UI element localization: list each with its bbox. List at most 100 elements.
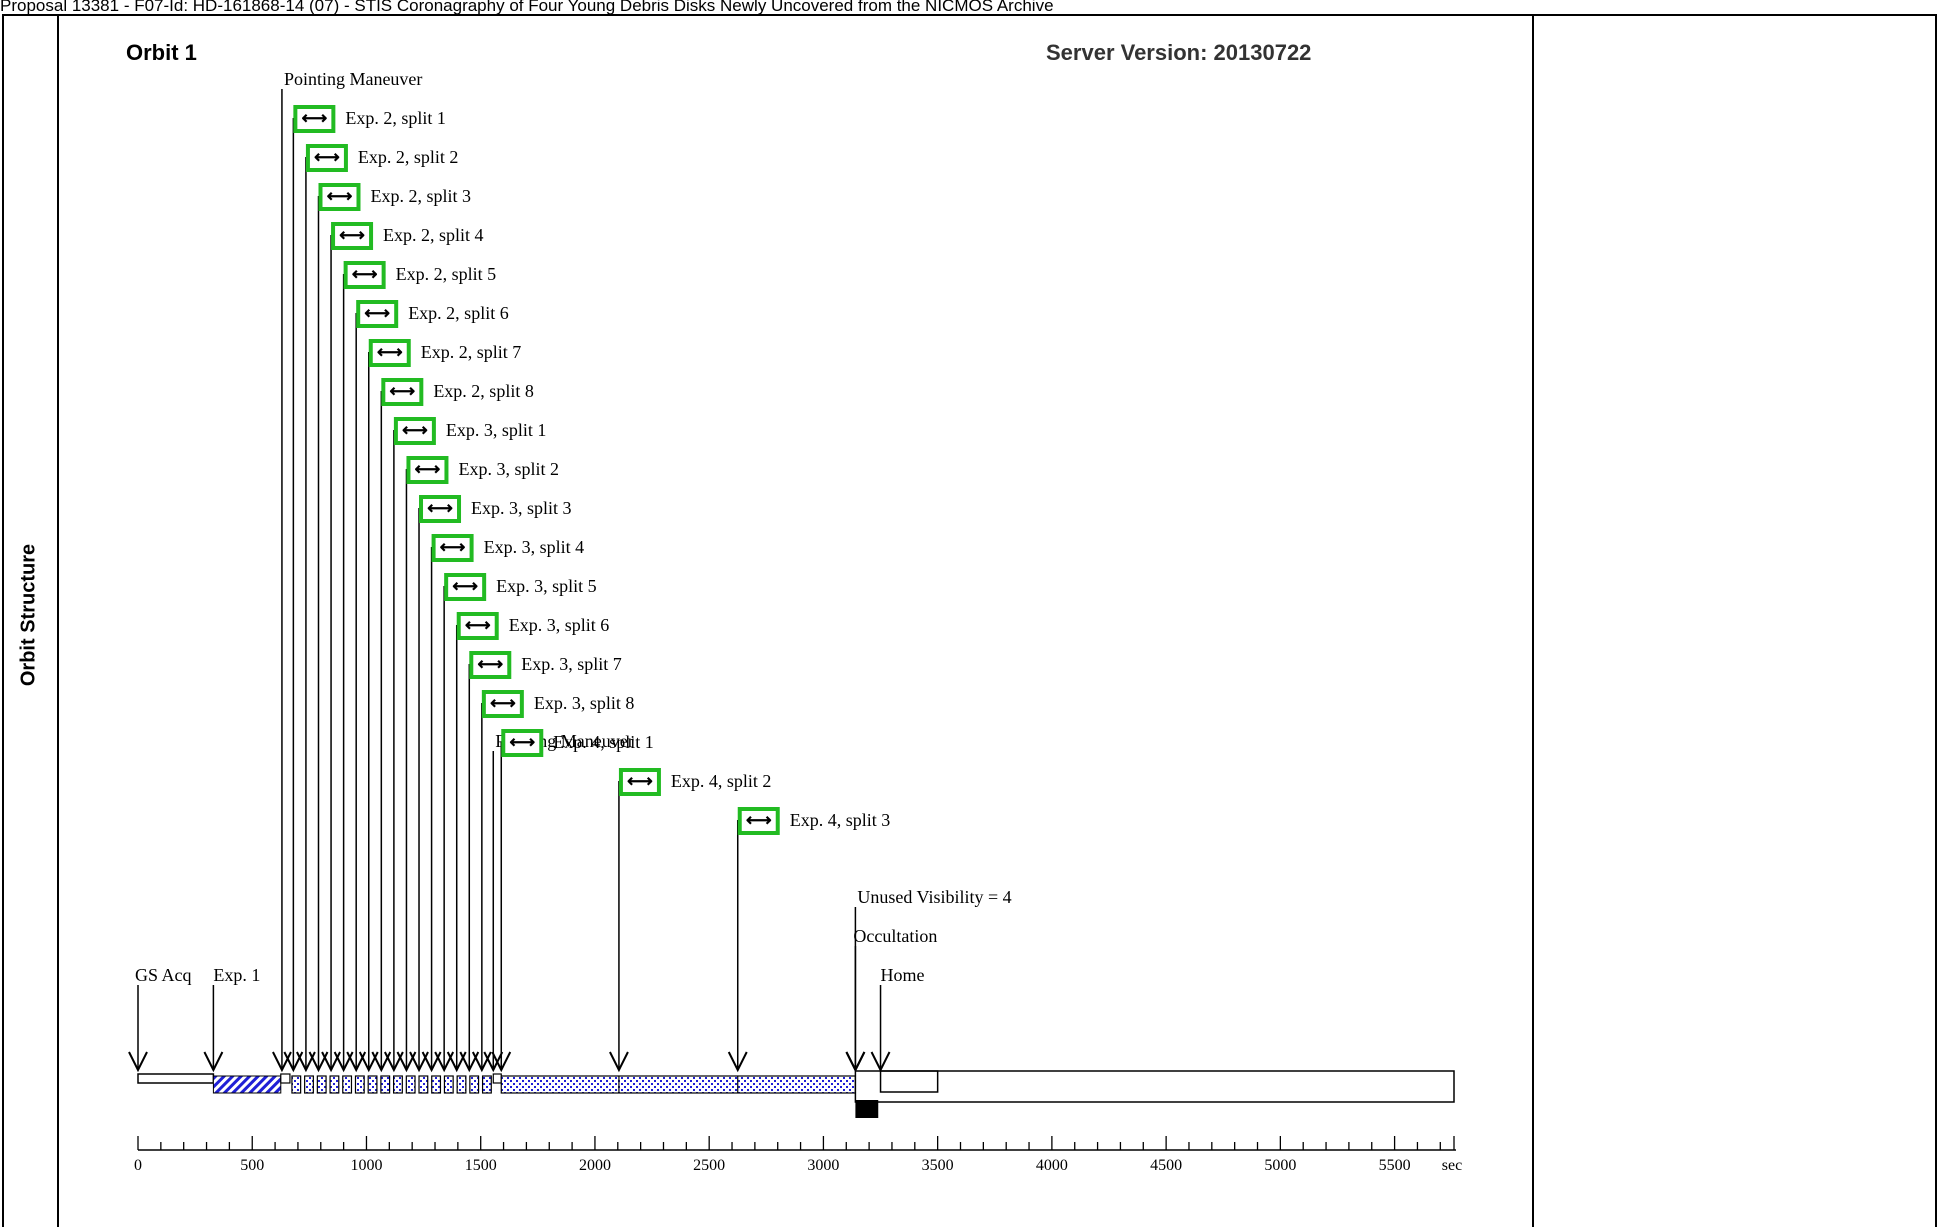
marker-box xyxy=(444,573,487,601)
orbit-frame xyxy=(2,14,1937,1227)
double-arrow-icon: ⟷ xyxy=(339,225,365,245)
side-label-divider xyxy=(57,14,59,1227)
bar-segment-split-8 xyxy=(380,1075,391,1094)
tick-label: 2000 xyxy=(579,1157,611,1174)
event-label: Exp. 1 xyxy=(213,965,260,985)
bar-segment-split-2 xyxy=(304,1075,314,1094)
event-label: Exp. 2, split 2 xyxy=(358,147,459,167)
marker-box xyxy=(343,261,386,289)
event-label: Exp. 2, split 3 xyxy=(370,186,471,206)
event-label: Exp. 4, split 1 xyxy=(553,732,654,752)
marker-box xyxy=(368,339,411,367)
double-arrow-icon: ⟷ xyxy=(490,693,516,713)
event-label: GS Acq xyxy=(135,965,192,985)
split-marker-icon: ⟷ xyxy=(406,456,449,484)
marker-box xyxy=(305,144,348,172)
event-label: Exp. 2, split 1 xyxy=(345,108,446,128)
event-label: Exp. 2, split 6 xyxy=(408,303,509,323)
orbit-title: Orbit 1 xyxy=(126,40,197,65)
bar-segment-split-14 xyxy=(456,1075,467,1094)
bar-segment-split-1 xyxy=(291,1075,302,1094)
event-label: Exp. 3, split 8 xyxy=(534,693,635,713)
marker-box xyxy=(419,495,462,523)
split-marker-icon: ⟷ xyxy=(419,495,462,523)
event-label: Exp. 3, split 2 xyxy=(458,459,559,479)
split-marker-icon: ⟷ xyxy=(444,573,487,601)
bar-segment-split-5 xyxy=(342,1075,353,1094)
double-arrow-icon: ⟷ xyxy=(352,264,378,284)
bar-segment-split-13 xyxy=(443,1075,454,1094)
event-arrow xyxy=(609,1051,629,1073)
double-arrow-icon: ⟷ xyxy=(364,303,390,323)
event-label: Exp. 3, split 1 xyxy=(446,420,547,440)
tick-label: 3500 xyxy=(922,1157,954,1174)
double-arrow-icon: ⟷ xyxy=(402,420,428,440)
tick-label: 0 xyxy=(134,1157,142,1174)
tick-label: 500 xyxy=(240,1157,264,1174)
marker-box xyxy=(481,690,524,718)
bar-segment-split-9 xyxy=(393,1075,403,1094)
event-label: Exp. 2, split 7 xyxy=(421,342,522,362)
double-arrow-icon: ⟷ xyxy=(509,732,535,752)
bar-segment-split-12 xyxy=(431,1075,442,1094)
marker-box xyxy=(469,651,512,679)
bar-segment-guide-star xyxy=(137,1073,215,1084)
event-arrow xyxy=(727,1051,748,1073)
event-label: Exp. 2, split 5 xyxy=(396,264,497,284)
split-marker-icon: ⟷ xyxy=(356,300,399,328)
bar-segment-exposure-hatched xyxy=(212,1075,282,1094)
double-arrow-icon: ⟷ xyxy=(301,108,327,128)
event-arrow xyxy=(483,1051,504,1073)
event-label: Unused Visibility = 4 xyxy=(857,887,1011,907)
bar-segment-split-10 xyxy=(405,1075,416,1094)
split-marker-icon: ⟷ xyxy=(456,612,499,640)
double-arrow-icon: ⟷ xyxy=(427,498,453,518)
event-label: Exp. 3, split 3 xyxy=(471,498,572,518)
event-label: Exp. 4, split 3 xyxy=(790,810,891,830)
split-marker-icon: ⟷ xyxy=(469,651,512,679)
x-unit-label: sec xyxy=(1442,1157,1462,1174)
event-label: Home xyxy=(881,965,925,985)
marker-box xyxy=(318,183,361,211)
split-marker-icon: ⟷ xyxy=(431,534,474,562)
marker-box xyxy=(618,768,661,796)
split-marker-icon: ⟷ xyxy=(368,339,411,367)
bar-segment-split-6 xyxy=(354,1075,365,1094)
tick-label: 4000 xyxy=(1036,1157,1068,1174)
bar-segment-home xyxy=(879,1070,939,1093)
split-marker-icon: ⟷ xyxy=(501,729,544,757)
bar-segment-split-7 xyxy=(367,1075,378,1094)
split-marker-icon: ⟷ xyxy=(331,222,374,250)
event-label: Exp. 3, split 7 xyxy=(521,654,622,674)
bar-segment-split-3 xyxy=(316,1075,327,1094)
split-marker-icon: ⟷ xyxy=(381,378,424,406)
tick-label: 5000 xyxy=(1264,1157,1296,1174)
split-marker-icon: ⟷ xyxy=(737,807,780,835)
event-label: Exp. 3, split 4 xyxy=(484,537,585,557)
event-arrow xyxy=(870,1051,891,1073)
split-marker-icon: ⟷ xyxy=(393,417,436,445)
event-arrow xyxy=(128,1051,148,1073)
event-label: Exp. 2, split 8 xyxy=(433,381,534,401)
event-arrow xyxy=(491,1051,512,1073)
split-marker-icon: ⟷ xyxy=(618,768,661,796)
tick-label: 5500 xyxy=(1379,1157,1411,1174)
double-arrow-icon: ⟷ xyxy=(389,381,415,401)
marker-box xyxy=(431,534,474,562)
split-marker-icon: ⟷ xyxy=(305,144,348,172)
bar-segment-maneuver xyxy=(280,1073,291,1084)
double-arrow-icon: ⟷ xyxy=(477,654,503,674)
bar-segment-occultation xyxy=(855,1100,879,1118)
double-arrow-icon: ⟷ xyxy=(746,810,772,830)
tick-label: 4500 xyxy=(1150,1157,1182,1174)
marker-box xyxy=(393,417,436,445)
bar-segment-split-11 xyxy=(418,1075,429,1094)
split-marker-icon: ⟷ xyxy=(318,183,361,211)
server-version: Server Version: 20130722 xyxy=(1046,40,1312,65)
double-arrow-icon: ⟷ xyxy=(377,342,403,362)
marker-box xyxy=(456,612,499,640)
marker-box xyxy=(737,807,780,835)
event-label: Pointing Maneuver xyxy=(284,69,422,89)
right-column-divider xyxy=(1532,14,1534,1227)
